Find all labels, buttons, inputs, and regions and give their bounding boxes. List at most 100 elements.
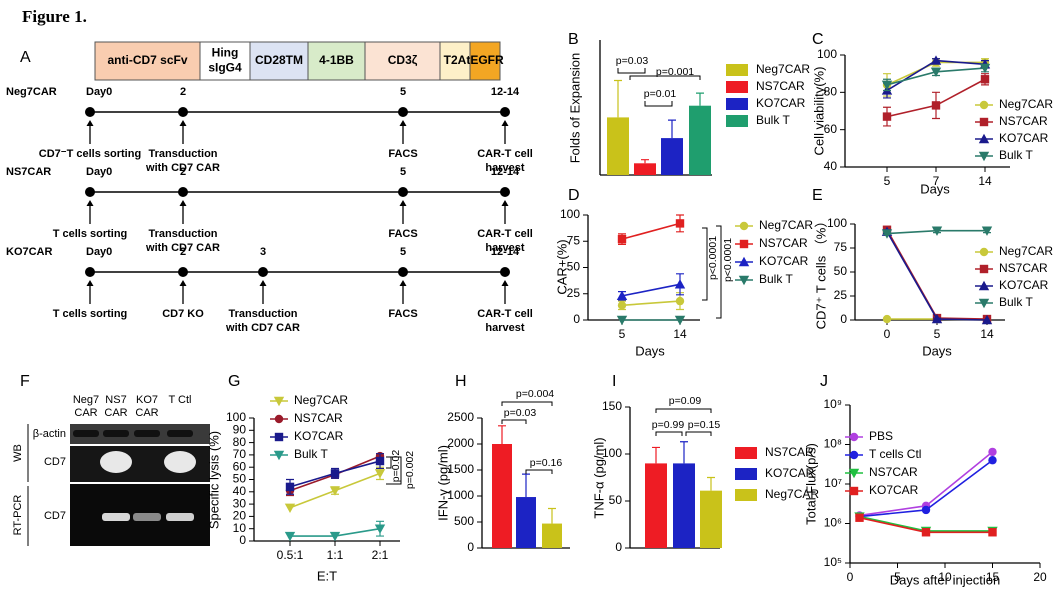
- y-tick-label: 0: [239, 533, 246, 547]
- band: [134, 430, 160, 437]
- error-bar: [498, 425, 506, 444]
- construct-label: anti-CD7 scFv: [107, 53, 187, 67]
- bar: [492, 444, 512, 548]
- y-tick-label: 2000: [447, 436, 474, 450]
- event-label: Transduction: [228, 308, 297, 320]
- y-tick-label: 75: [567, 233, 581, 247]
- legend-label: NS7CAR: [765, 445, 814, 459]
- x-axis-label: E:T: [317, 568, 337, 583]
- event-label: harvest: [485, 322, 524, 334]
- marker: [284, 503, 296, 513]
- marker: [285, 482, 295, 492]
- bar: [634, 163, 656, 175]
- bracket: [501, 419, 527, 424]
- lane-label: KO7: [136, 394, 158, 406]
- x-axis-label: Days after injection: [890, 572, 1001, 587]
- y-tick-label: 0: [467, 540, 474, 554]
- x-tick-label: 5: [934, 327, 941, 341]
- band: [100, 451, 132, 473]
- y-tick-label: 0: [840, 312, 847, 326]
- band: [164, 451, 196, 473]
- y-tick-label: 50: [567, 260, 581, 274]
- marker: [930, 67, 942, 77]
- panel-label: F: [20, 373, 30, 390]
- marker: [330, 469, 340, 478]
- marker: [979, 247, 989, 257]
- bracket: [386, 456, 402, 485]
- y-tick-label: 10⁹: [824, 397, 843, 411]
- arrow-head: [501, 280, 509, 286]
- timeline-name: KO7CAR: [6, 246, 53, 258]
- day-marker: [258, 267, 268, 277]
- y-tick-label: 10: [233, 521, 247, 535]
- annotation: p=0.09: [669, 395, 702, 407]
- y-axis-label: Cell viability(%): [811, 67, 826, 156]
- bracket: [629, 75, 701, 80]
- marker: [738, 275, 750, 286]
- event-label: FACS: [388, 228, 417, 240]
- event-label: T cells sorting: [53, 228, 128, 240]
- legend-label: Bulk T: [294, 447, 328, 461]
- marker: [979, 264, 989, 274]
- marker: [617, 234, 627, 244]
- x-tick-label: 15: [986, 570, 1000, 584]
- annotation: p=0.004: [516, 388, 554, 400]
- x-tick-label: 2:1: [372, 548, 389, 562]
- series-line: [621, 222, 681, 240]
- annotation: p=0.02: [390, 450, 402, 483]
- bracket: [702, 227, 708, 301]
- error-bar: [522, 473, 530, 498]
- y-tick-label: 100: [827, 216, 847, 230]
- marker: [881, 80, 893, 91]
- annotation: p<0.0001: [722, 238, 734, 282]
- bar: [645, 463, 667, 548]
- event-label: harvest: [485, 242, 524, 254]
- legend-label: NS7CAR: [999, 261, 1048, 275]
- bar: [542, 523, 562, 548]
- marker: [882, 314, 892, 324]
- y-axis-label: CAR+(%): [554, 239, 569, 294]
- marker: [979, 100, 989, 110]
- error-bar: [614, 79, 622, 118]
- construct-box: [364, 41, 441, 81]
- day-label: Day0: [86, 246, 112, 258]
- marker: [931, 313, 943, 324]
- group-label: RT-PCR: [12, 495, 24, 536]
- y-tick-label: 100: [560, 207, 580, 221]
- panel-label: G: [228, 373, 240, 390]
- day-marker: [178, 107, 188, 117]
- error-bar: [652, 446, 660, 464]
- band: [167, 430, 193, 437]
- y-tick-label: 50: [609, 493, 623, 507]
- legend-label: KO7CAR: [756, 96, 806, 110]
- marker: [329, 531, 341, 542]
- marker: [978, 298, 990, 309]
- marker: [882, 112, 892, 121]
- marker: [374, 524, 386, 534]
- y-tick-label: 0: [615, 540, 622, 554]
- bracket: [685, 431, 712, 436]
- y-tick-label: 90: [233, 422, 247, 436]
- bar: [700, 490, 722, 548]
- day-marker: [500, 267, 510, 277]
- y-axis-label: Specific lysis (%): [206, 431, 221, 529]
- y-tick-label: 30: [233, 496, 247, 510]
- y-tick-label: 70: [233, 447, 247, 461]
- event-label: with CD7 CAR: [145, 242, 220, 254]
- arrow-head: [86, 200, 94, 206]
- marker: [988, 456, 997, 465]
- legend-label: KO7CAR: [869, 483, 919, 497]
- marker: [675, 219, 685, 228]
- legend-label: Neg7CAR: [999, 97, 1053, 111]
- group-label: WB: [12, 444, 24, 462]
- timeline-name: Neg7CAR: [6, 86, 57, 98]
- bracket: [655, 408, 712, 413]
- x-tick-label: 10: [938, 570, 952, 584]
- x-tick-label: 14: [673, 327, 687, 341]
- construct-label: CD28TM: [255, 53, 303, 67]
- y-axis-label: IFN-γ (pg/ml): [435, 445, 450, 521]
- legend-swatch: [726, 64, 748, 76]
- legend-label: KO7CAR: [765, 466, 815, 480]
- y-axis-label: Folds of Expansion: [567, 53, 582, 164]
